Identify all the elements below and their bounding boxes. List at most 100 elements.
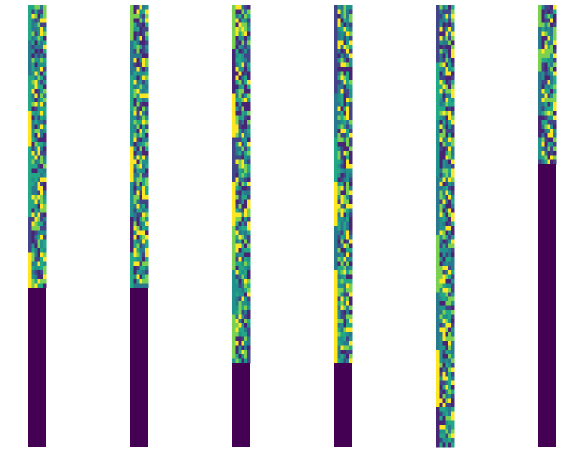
token-cell — [439, 93, 443, 99]
token-cell — [337, 199, 341, 205]
token-cell — [547, 75, 551, 81]
token-cell — [343, 234, 347, 240]
token-cell — [37, 119, 41, 125]
token-cell — [445, 159, 449, 165]
token-cell — [439, 371, 443, 377]
token-cell — [349, 150, 353, 156]
token-cell — [34, 279, 38, 284]
token-cell — [244, 177, 248, 183]
token-cell — [145, 279, 149, 284]
token-cell — [247, 93, 251, 99]
token-cell — [241, 301, 245, 306]
token-cell — [550, 150, 554, 156]
token-cell — [451, 274, 455, 280]
token-cell — [349, 124, 353, 130]
token-cell — [136, 53, 140, 59]
token-cell — [31, 137, 35, 143]
token-cell — [337, 80, 341, 85]
token-cell — [238, 309, 242, 315]
token-cell — [241, 314, 245, 320]
token-cell — [247, 172, 251, 178]
token-cell — [43, 80, 47, 85]
token-cell — [346, 239, 350, 244]
token-cell — [37, 150, 41, 156]
token-cell — [340, 88, 344, 94]
token-cell — [43, 190, 47, 196]
token-cell — [544, 31, 548, 37]
token-cell — [247, 212, 251, 218]
token-cell — [439, 190, 443, 196]
token-cell — [238, 13, 242, 19]
token-cell — [439, 217, 443, 222]
token-cell — [235, 93, 239, 99]
token-cell — [139, 44, 143, 50]
token-cell — [349, 102, 353, 107]
token-cell — [451, 18, 455, 23]
token-cell — [241, 305, 245, 311]
token-cell — [541, 27, 545, 32]
token-cell — [241, 58, 245, 63]
token-cell — [451, 49, 455, 54]
token-cell — [238, 102, 242, 107]
token-cell — [541, 84, 545, 90]
token-cell — [40, 190, 44, 196]
token-cell — [37, 71, 41, 77]
token-cell — [133, 111, 137, 116]
token-cell — [343, 172, 347, 178]
token-cell — [439, 420, 443, 426]
token-cell — [40, 119, 44, 125]
token-cell — [544, 146, 548, 152]
token-cell — [340, 97, 344, 103]
token-cell — [37, 217, 41, 222]
token-cell — [340, 234, 344, 240]
token-cell — [337, 239, 341, 244]
token-cell — [238, 97, 242, 103]
token-cell — [37, 261, 41, 267]
token-cell — [442, 84, 446, 90]
token-cell — [442, 367, 446, 373]
token-cell — [442, 309, 446, 315]
token-cell — [439, 261, 443, 267]
token-cell — [37, 35, 41, 41]
token-cell — [340, 102, 344, 107]
token-cell — [343, 71, 347, 77]
token-cell — [31, 31, 35, 37]
token-cell — [40, 133, 44, 138]
token-cell — [448, 88, 452, 94]
token-cell — [553, 40, 557, 46]
segment-cell — [28, 40, 32, 77]
token-cell — [37, 40, 41, 46]
token-cell — [133, 49, 137, 54]
segment-cell — [130, 75, 134, 112]
token-cell — [145, 40, 149, 46]
token-cell — [544, 128, 548, 134]
token-cell — [34, 9, 38, 15]
token-cell — [247, 146, 251, 152]
token-cell — [343, 49, 347, 54]
token-cell — [340, 349, 344, 355]
token-cell — [448, 137, 452, 143]
token-cell — [337, 35, 341, 41]
token-cell — [34, 88, 38, 94]
token-cell — [133, 283, 137, 289]
token-cell — [40, 71, 44, 77]
token-cell — [139, 119, 143, 125]
token-cell — [244, 327, 248, 333]
token-cell — [448, 296, 452, 302]
token-cell — [547, 146, 551, 152]
token-cell — [40, 44, 44, 50]
token-cell — [439, 111, 443, 116]
token-cell — [442, 363, 446, 368]
token-cell — [40, 97, 44, 103]
token-cell — [238, 199, 242, 205]
segment-cell — [28, 252, 32, 289]
token-cell — [343, 203, 347, 209]
token-cell — [34, 53, 38, 59]
token-cell — [547, 49, 551, 54]
token-cell — [145, 102, 149, 107]
token-cell — [247, 49, 251, 54]
token-cell — [337, 128, 341, 134]
token-cell — [448, 181, 452, 187]
token-cell — [439, 58, 443, 63]
token-cell — [547, 102, 551, 107]
